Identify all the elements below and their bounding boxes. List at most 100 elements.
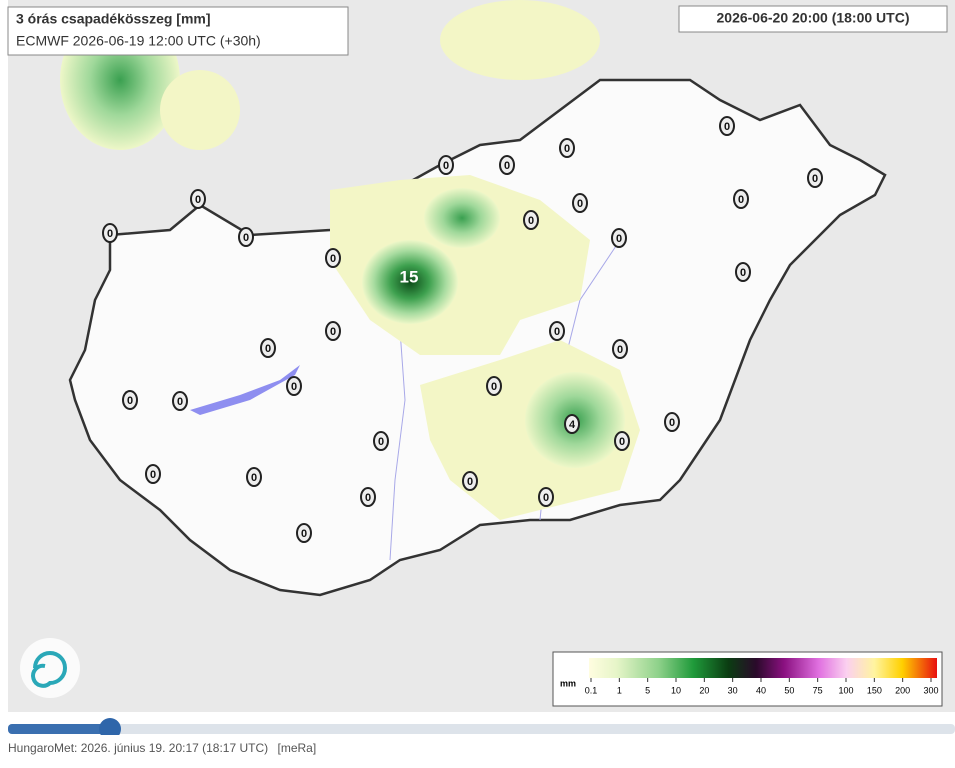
station-value: 0 (330, 253, 336, 265)
subtitle: ECMWF 2026-06-19 12:00 UTC (+30h) (16, 33, 261, 49)
station: 0 (611, 228, 627, 248)
station-marker (719, 116, 735, 136)
station: 0 (122, 390, 138, 410)
station-marker (612, 339, 628, 359)
station: 0 (614, 431, 630, 451)
station-marker (611, 228, 627, 248)
station-value: 0 (443, 160, 449, 172)
station-value: 0 (528, 215, 534, 227)
slider-handle[interactable] (99, 718, 121, 735)
station: 0 (523, 210, 539, 230)
station-value: 0 (251, 472, 257, 484)
station: 0 (572, 193, 588, 213)
station-value: 0 (365, 492, 371, 504)
station: 0 (172, 391, 188, 411)
legend-tick-label: 75 (813, 685, 823, 695)
station-marker (438, 155, 454, 175)
footer-source: HungaroMet: 2026. június 19. 20:17 (18:1… (8, 741, 269, 755)
station-value: 4 (569, 419, 576, 431)
station-marker (664, 412, 680, 432)
station-value: 0 (738, 194, 744, 206)
station-marker (286, 376, 302, 396)
station-value: 0 (243, 232, 249, 244)
legend-tick-label: 40 (756, 685, 766, 695)
station-value: 0 (330, 326, 336, 338)
slider-track[interactable] (8, 724, 955, 734)
station-marker (325, 248, 341, 268)
station: 0 (807, 168, 823, 188)
station-marker (190, 189, 206, 209)
station-value: 0 (504, 160, 510, 172)
station: 0 (360, 487, 376, 507)
slider-fill (8, 724, 110, 734)
station-marker (549, 321, 565, 341)
station-value: 0 (301, 528, 307, 540)
station-marker (102, 223, 118, 243)
station: 0 (735, 262, 751, 282)
station-value: 0 (127, 395, 133, 407)
station: 0 (559, 138, 575, 158)
station: 0 (190, 189, 206, 209)
station-marker (564, 414, 580, 434)
station: 0 (325, 248, 341, 268)
station-marker (733, 189, 749, 209)
legend-tick-label: 100 (838, 685, 853, 695)
legend-tick-label: 5 (645, 685, 650, 695)
station-marker (807, 168, 823, 188)
station: 0 (260, 338, 276, 358)
station-value: 0 (577, 198, 583, 210)
station-marker (360, 487, 376, 507)
station: 0 (145, 464, 161, 484)
station-value: 0 (265, 343, 271, 355)
station: 0 (373, 431, 389, 451)
station-marker (145, 464, 161, 484)
station: 0 (719, 116, 735, 136)
station-value: 0 (669, 417, 675, 429)
station: 0 (499, 155, 515, 175)
station-marker (499, 155, 515, 175)
station-value: 0 (554, 326, 560, 338)
station: 0 (733, 189, 749, 209)
valid-time: 2026-06-20 20:00 (18:00 UTC) (717, 10, 910, 26)
station: 0 (238, 227, 254, 247)
station-value: 0 (107, 228, 113, 240)
station-value: 0 (619, 436, 625, 448)
station-marker (296, 523, 312, 543)
legend-unit: mm (560, 678, 576, 688)
station: 0 (296, 523, 312, 543)
station-value: 0 (291, 381, 297, 393)
station-value: 0 (724, 121, 730, 133)
legend: mm 0.1 1 5 10 20 30 40 50 75 100 150 200 300 (552, 651, 943, 707)
station-marker (559, 138, 575, 158)
station-value: 0 (740, 267, 746, 279)
station-value: 0 (467, 476, 473, 488)
legend-tick-label: 1 (617, 685, 622, 695)
station-value: 0 (491, 381, 497, 393)
station-marker (325, 321, 341, 341)
footer: HungaroMet: 2026. június 19. 20:17 (18:1… (8, 741, 322, 755)
time-box: 2026-06-20 20:00 (18:00 UTC) (678, 5, 948, 33)
station: 4 (564, 414, 580, 434)
station-value: 0 (543, 492, 549, 504)
station-value: 0 (150, 469, 156, 481)
station-marker (122, 390, 138, 410)
station-value: 0 (564, 143, 570, 155)
station-marker (486, 376, 502, 396)
legend-tick-label: 0.1 (585, 685, 598, 695)
station-marker (246, 467, 262, 487)
legend-tick-label: 30 (728, 685, 738, 695)
legend-tick-label: 50 (784, 685, 794, 695)
footer-tag: [meRa] (277, 741, 317, 755)
station-marker (462, 471, 478, 491)
station-value: 0 (617, 344, 623, 356)
station: 0 (438, 155, 454, 175)
station: 0 (612, 339, 628, 359)
station: 0 (549, 321, 565, 341)
legend-tick-label: 150 (867, 685, 882, 695)
station-marker (523, 210, 539, 230)
title: 3 órás csapadékösszeg [mm] (16, 11, 211, 27)
station: 0 (325, 321, 341, 341)
station-marker (538, 487, 554, 507)
